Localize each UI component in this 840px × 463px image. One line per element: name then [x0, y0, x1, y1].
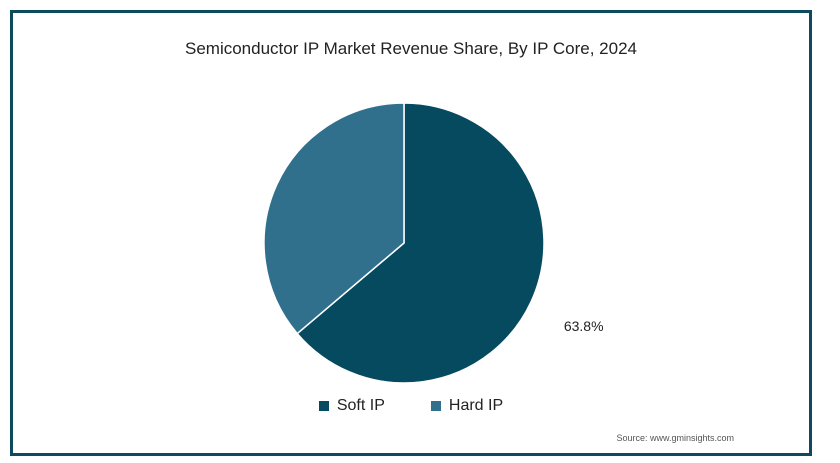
legend-label-hard-ip: Hard IP	[448, 397, 504, 414]
pie-slice-hard-ip	[263, 102, 405, 335]
chart-title: Semiconductor IP Market Revenue Share, B…	[184, 39, 637, 58]
chart-frame: Semiconductor IP Market Revenue Share, B…	[10, 10, 812, 456]
chart-legend: Soft IP Hard IP	[13, 397, 809, 415]
legend-item-soft-ip: Soft IP	[318, 397, 385, 415]
legend-item-hard-ip: Hard IP	[430, 397, 504, 415]
legend-swatch-soft-ip	[318, 401, 329, 411]
legend-label-soft-ip: Soft IP	[336, 397, 385, 414]
source-note: Source: www.gminsights.com	[616, 433, 734, 443]
data-label-soft-ip: 63.8%	[564, 318, 604, 334]
legend-swatch-hard-ip	[430, 401, 441, 411]
pie-slice-soft-ip	[296, 102, 545, 384]
pie-chart: 63.8%	[263, 102, 604, 384]
